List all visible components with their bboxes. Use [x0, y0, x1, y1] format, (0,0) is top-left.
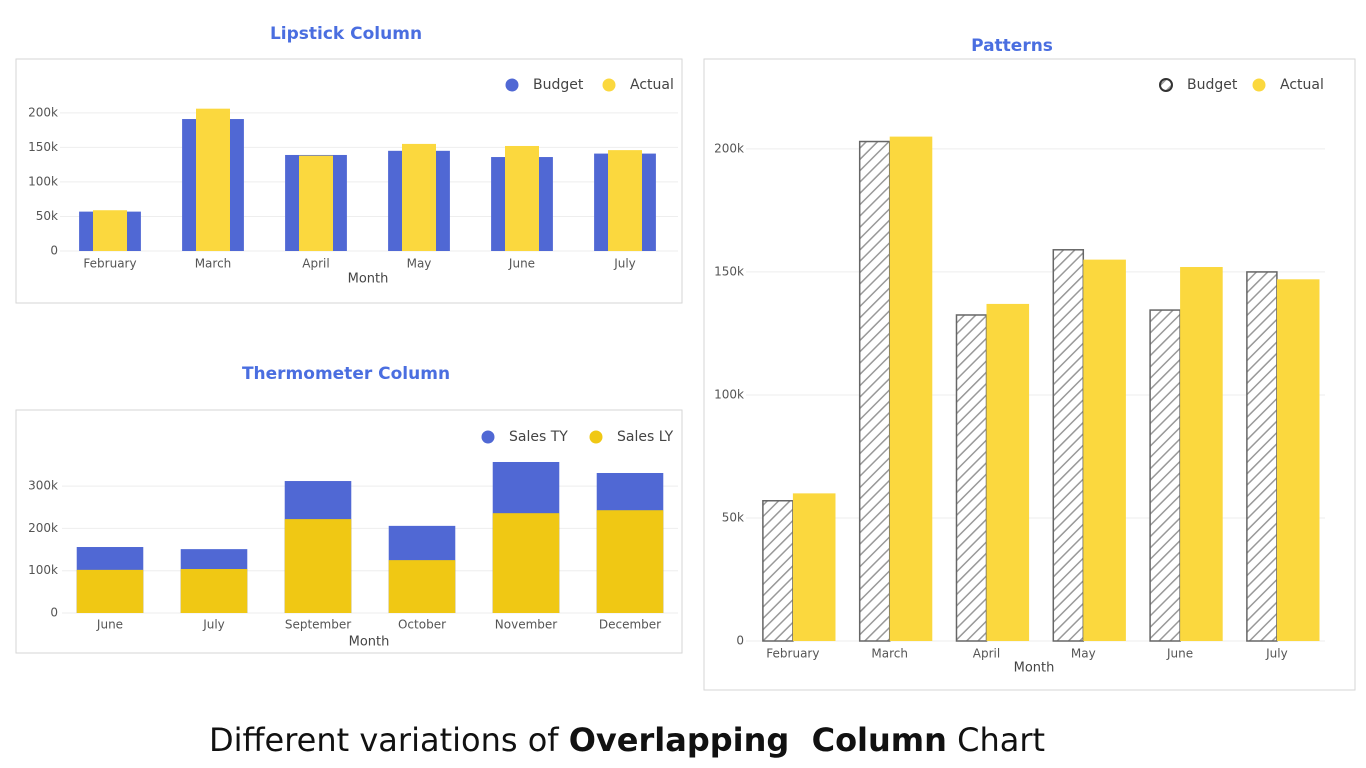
bar-budget	[858, 140, 891, 642]
bar-actual	[196, 108, 230, 251]
bar-actual	[608, 150, 642, 251]
y-tick-label: 300k	[28, 479, 58, 493]
legend-label: Budget	[533, 77, 584, 93]
bar-actual	[505, 145, 539, 251]
bar-actual	[889, 136, 933, 641]
y-tick-label: 50k	[36, 209, 58, 223]
caption: Different variations of Overlapping Colu…	[209, 721, 1045, 759]
bar-actual	[402, 143, 436, 251]
bar-last-year	[76, 569, 144, 613]
x-axis-title: Month	[1014, 661, 1055, 676]
x-tick-label: May	[407, 257, 432, 271]
bar-actual	[1276, 279, 1320, 641]
chart-title: Thermometer Column	[242, 364, 450, 384]
y-tick-label: 150k	[714, 264, 744, 278]
bar-last-year	[284, 519, 352, 613]
caption-text: Different variations of	[209, 721, 569, 759]
legend-label: Sales LY	[617, 429, 674, 445]
x-tick-label: July	[613, 257, 636, 271]
x-tick-label: November	[495, 618, 557, 632]
x-tick-label: December	[599, 618, 661, 632]
legend-label: Budget	[1187, 77, 1238, 93]
legend-marker	[589, 430, 603, 444]
bar-budget	[955, 314, 988, 642]
y-tick-label: 150k	[28, 140, 58, 154]
x-tick-label: June	[508, 257, 535, 271]
caption-text: Chart	[947, 721, 1045, 759]
x-tick-label: February	[766, 647, 819, 661]
bar-last-year	[388, 560, 456, 613]
x-tick-label: February	[83, 257, 136, 271]
legend-marker	[1159, 78, 1173, 92]
bar-last-year	[596, 510, 664, 613]
bar-actual	[299, 155, 333, 251]
x-tick-label: May	[1071, 647, 1096, 661]
x-tick-label: April	[973, 647, 1000, 661]
x-tick-label: June	[96, 618, 123, 632]
legend-marker	[602, 78, 616, 92]
bar-last-year	[180, 569, 248, 613]
chart-title: Patterns	[971, 36, 1053, 56]
x-tick-label: March	[871, 647, 908, 661]
chart-title: Lipstick Column	[270, 24, 422, 44]
x-tick-label: September	[285, 618, 351, 632]
legend-label: Actual	[1280, 77, 1324, 93]
legend-marker	[481, 430, 495, 444]
y-tick-label: 200k	[28, 105, 58, 119]
bar-actual	[93, 210, 127, 251]
x-axis-title: Month	[348, 272, 389, 287]
bar-actual	[1083, 259, 1126, 641]
legend-marker	[505, 78, 519, 92]
bar-budget	[1149, 309, 1181, 642]
bar-actual	[986, 303, 1030, 641]
caption-bold: Overlapping Column	[569, 721, 947, 759]
x-tick-label: April	[302, 257, 329, 271]
x-tick-label: June	[1166, 647, 1193, 661]
y-tick-label: 100k	[714, 387, 744, 401]
x-tick-label: July	[1265, 647, 1288, 661]
bar-budget	[1246, 271, 1278, 642]
y-tick-label: 200k	[28, 521, 58, 535]
y-tick-label: 200k	[714, 141, 744, 155]
chart-frame	[15, 58, 683, 304]
bar-last-year	[492, 513, 560, 613]
legend-label: Sales TY	[509, 429, 568, 445]
y-tick-label: 100k	[28, 174, 58, 188]
x-tick-label: October	[398, 618, 446, 632]
x-tick-label: July	[202, 618, 225, 632]
y-tick-label: 100k	[28, 563, 58, 577]
y-tick-label: 50k	[722, 510, 744, 524]
y-tick-label: 0	[50, 244, 58, 258]
bar-budget	[1052, 249, 1085, 642]
y-tick-label: 0	[736, 634, 744, 648]
legend-marker	[1252, 78, 1266, 92]
y-tick-label: 0	[50, 606, 58, 620]
bar-actual	[1180, 267, 1223, 641]
bar-actual	[792, 493, 836, 641]
bar-budget	[762, 500, 794, 642]
x-axis-title: Month	[349, 635, 390, 650]
x-tick-label: March	[195, 257, 232, 271]
legend-label: Actual	[630, 77, 674, 93]
